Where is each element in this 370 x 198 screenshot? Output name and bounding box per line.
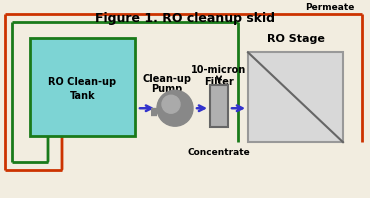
Bar — [210, 85, 228, 127]
Text: RO Stage: RO Stage — [266, 34, 324, 44]
Text: RO Clean-up: RO Clean-up — [48, 77, 117, 87]
Circle shape — [157, 90, 193, 126]
Text: Concentrate: Concentrate — [188, 148, 250, 157]
Text: Filter: Filter — [204, 77, 234, 87]
Text: Tank: Tank — [70, 91, 95, 101]
Text: Clean-up: Clean-up — [142, 74, 192, 84]
Text: 10-micron: 10-micron — [191, 65, 247, 75]
Bar — [248, 52, 343, 142]
Text: Pump: Pump — [151, 84, 183, 94]
Text: Permeate: Permeate — [306, 3, 355, 11]
Circle shape — [162, 95, 180, 113]
Text: Figure 1. RO cleanup skid: Figure 1. RO cleanup skid — [95, 12, 275, 26]
Bar — [30, 38, 135, 136]
